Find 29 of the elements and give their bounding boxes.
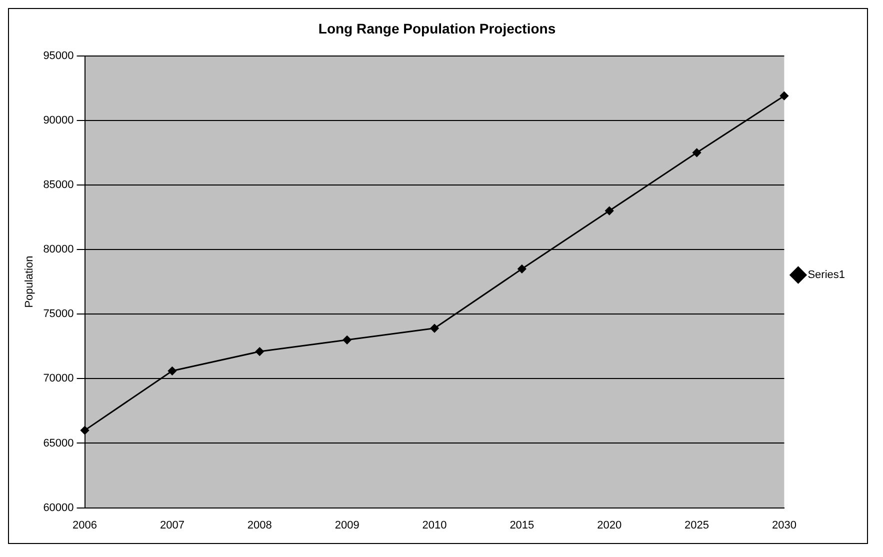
legend-label: Series1 <box>808 269 845 282</box>
point <box>780 92 788 100</box>
point <box>518 264 526 274</box>
x-tick-label: 2010 <box>422 519 447 532</box>
x-tick-label: 2006 <box>72 519 98 532</box>
y-tick-label: 75000 <box>43 308 74 320</box>
point <box>692 148 702 157</box>
y-tick-label: 60000 <box>43 502 74 514</box>
point <box>80 426 90 435</box>
point <box>430 324 439 333</box>
x-tick-label: 2008 <box>247 519 272 532</box>
point <box>255 347 264 356</box>
y-tick-label: 70000 <box>43 372 74 385</box>
y-tick-label: 90000 <box>43 114 74 126</box>
x-tick-label: 2025 <box>684 519 710 532</box>
x-tick-label: 2030 <box>772 519 796 532</box>
y-tick-label: 80000 <box>43 244 74 256</box>
point <box>605 206 614 216</box>
point <box>342 336 352 344</box>
y-tick-label: 65000 <box>43 437 74 450</box>
x-tick-label: 2007 <box>160 519 184 532</box>
point <box>168 366 176 376</box>
x-tick-label: 2015 <box>510 519 534 532</box>
x-tick-label: 2020 <box>597 519 622 532</box>
chart-title: Long Range Population Projections <box>318 20 556 36</box>
y-axis-title: Population <box>24 256 36 308</box>
y-tick-label: 95000 <box>43 50 74 62</box>
y-tick-label: 85000 <box>43 178 74 191</box>
x-tick-label: 2009 <box>334 519 360 532</box>
